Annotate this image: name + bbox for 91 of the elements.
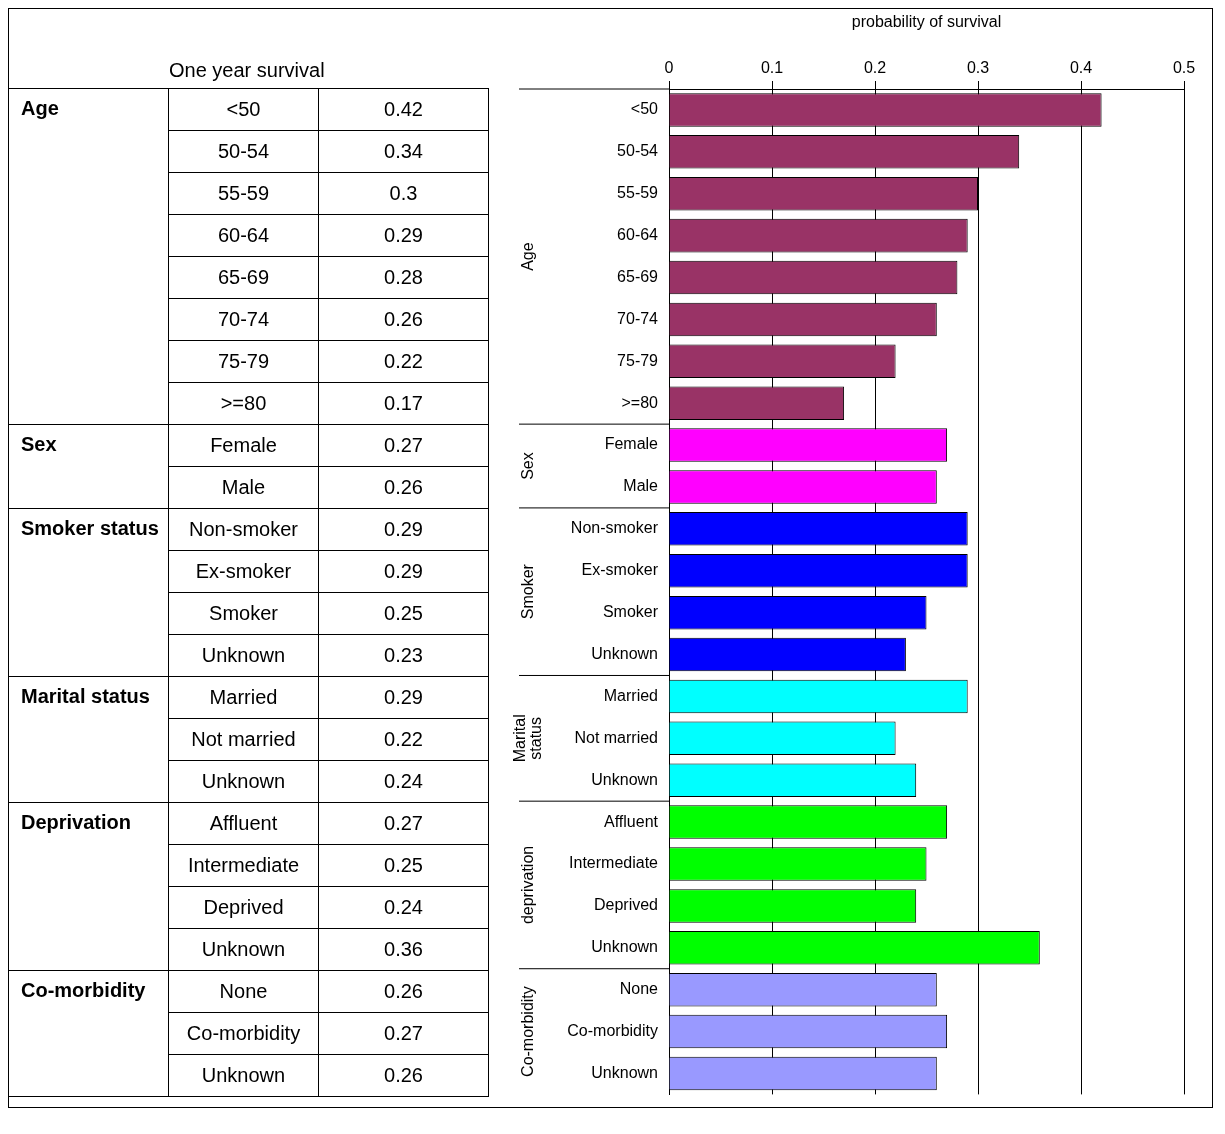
category-label: Married	[209, 686, 278, 708]
data-label: 0.26	[319, 467, 489, 509]
category-label: Co-morbidity	[186, 1022, 301, 1044]
text: Co-morbidity	[9, 971, 169, 1097]
data-label: 0.26	[319, 299, 489, 341]
y-tick-label: Smoker	[602, 603, 659, 621]
text: Age	[9, 89, 169, 425]
category-label: 55-59	[217, 182, 270, 204]
category-label: Unknown	[201, 938, 286, 960]
data-label: 0.29	[319, 215, 489, 257]
y-tick-label: Unknown	[591, 1063, 658, 1081]
y-tick-label: Intermediate	[569, 854, 659, 872]
category-label: 60-64	[217, 224, 270, 246]
y-tick-label: 55-59	[617, 184, 659, 202]
category-label: Unknown	[201, 770, 286, 792]
category-label: Female	[210, 434, 277, 456]
x-tick-label: 0.4	[1069, 58, 1093, 76]
data-label: 0.24	[319, 887, 489, 929]
category-label: 65-69	[217, 266, 270, 288]
y-tick-label: Non-smoker	[570, 519, 659, 537]
category-label: Smoker	[209, 602, 278, 624]
x-tick-label: 0	[664, 58, 674, 76]
text: Deprivation	[9, 803, 169, 971]
y-tick-label: 75-79	[617, 351, 659, 369]
x-tick-label: 0.1	[760, 58, 784, 76]
data-label: 0.24	[319, 761, 489, 803]
data-label: 0.22	[319, 341, 489, 383]
text: Age	[519, 242, 537, 271]
data-label: 0.26	[319, 971, 489, 1013]
data-label: 0.36	[319, 929, 489, 971]
category-label: Male	[221, 476, 266, 498]
data-label: 0.29	[319, 551, 489, 593]
category-label: 75-79	[217, 350, 270, 372]
y-tick-label: Male	[623, 477, 659, 495]
y-tick-label: Unknown	[591, 938, 658, 956]
data-label: 0.25	[319, 593, 489, 635]
category-label: 70-74	[217, 308, 270, 330]
text: Marital status	[9, 677, 169, 803]
data-label: 0.42	[319, 89, 489, 131]
y-tick-label: Female	[604, 435, 659, 453]
y-tick-label: Married	[603, 686, 658, 704]
x-tick-label: 0.5	[1172, 58, 1196, 76]
x-tick-label: 0.2	[863, 58, 887, 76]
category-label: Unknown	[201, 644, 286, 666]
category-label: Unknown	[201, 1064, 286, 1086]
category-label: Intermediate	[187, 854, 300, 876]
y-tick-label: >=80	[621, 393, 659, 411]
text: Smoker	[519, 563, 537, 620]
data-label: 0.29	[319, 677, 489, 719]
y-tick-label: None	[619, 980, 659, 998]
data-label: 0.25	[319, 845, 489, 887]
y-tick-label: Co-morbidity	[567, 1021, 658, 1039]
y-tick-label: Not married	[574, 728, 658, 746]
y-tick-label: Ex-smoker	[581, 561, 659, 579]
data-label: 0.34	[319, 131, 489, 173]
y-tick-label: 65-69	[617, 267, 659, 285]
category-label: <50	[226, 98, 261, 120]
category-label: Not married	[191, 728, 296, 750]
category-label: >=80	[220, 392, 267, 414]
data-label: 0.22	[319, 719, 489, 761]
x-tick-label: 0.3	[966, 58, 990, 76]
category-label: None	[219, 980, 268, 1002]
category-label: Non-smoker	[189, 518, 298, 540]
data-label: 0.27	[319, 803, 489, 845]
data-label: 0.3	[319, 173, 489, 215]
data-label: 0.27	[319, 425, 489, 467]
text: Smoker status	[9, 509, 169, 677]
category-label: Ex-smoker	[195, 560, 292, 582]
data-label: 0.23	[319, 635, 489, 677]
data-label: 0.29	[319, 509, 489, 551]
y-tick-label: Affluent	[604, 812, 659, 830]
data-label: 0.26	[319, 1055, 489, 1097]
category-label: Deprived	[203, 896, 284, 918]
y-tick-label: Deprived	[593, 896, 658, 914]
category-label: 50-54	[217, 140, 270, 162]
data-label: 0.17	[319, 383, 489, 425]
x-axis-title: probability of survival	[851, 13, 1002, 31]
y-tick-label: Unknown	[591, 644, 658, 662]
y-tick-label: Unknown	[591, 770, 658, 788]
data-label: 0.27	[319, 1013, 489, 1055]
y-tick-label: 50-54	[617, 142, 659, 160]
text: Marital status	[511, 714, 545, 763]
text: deprivation	[519, 845, 537, 925]
y-tick-label: <50	[630, 100, 659, 118]
data-label: 0.28	[319, 257, 489, 299]
text: Sex	[9, 425, 169, 509]
y-tick-label: 60-64	[617, 226, 659, 244]
text: One year survival	[9, 9, 489, 89]
text: Sex	[519, 452, 537, 480]
y-tick-label: 70-74	[617, 309, 659, 327]
category-label: Affluent	[209, 812, 278, 834]
